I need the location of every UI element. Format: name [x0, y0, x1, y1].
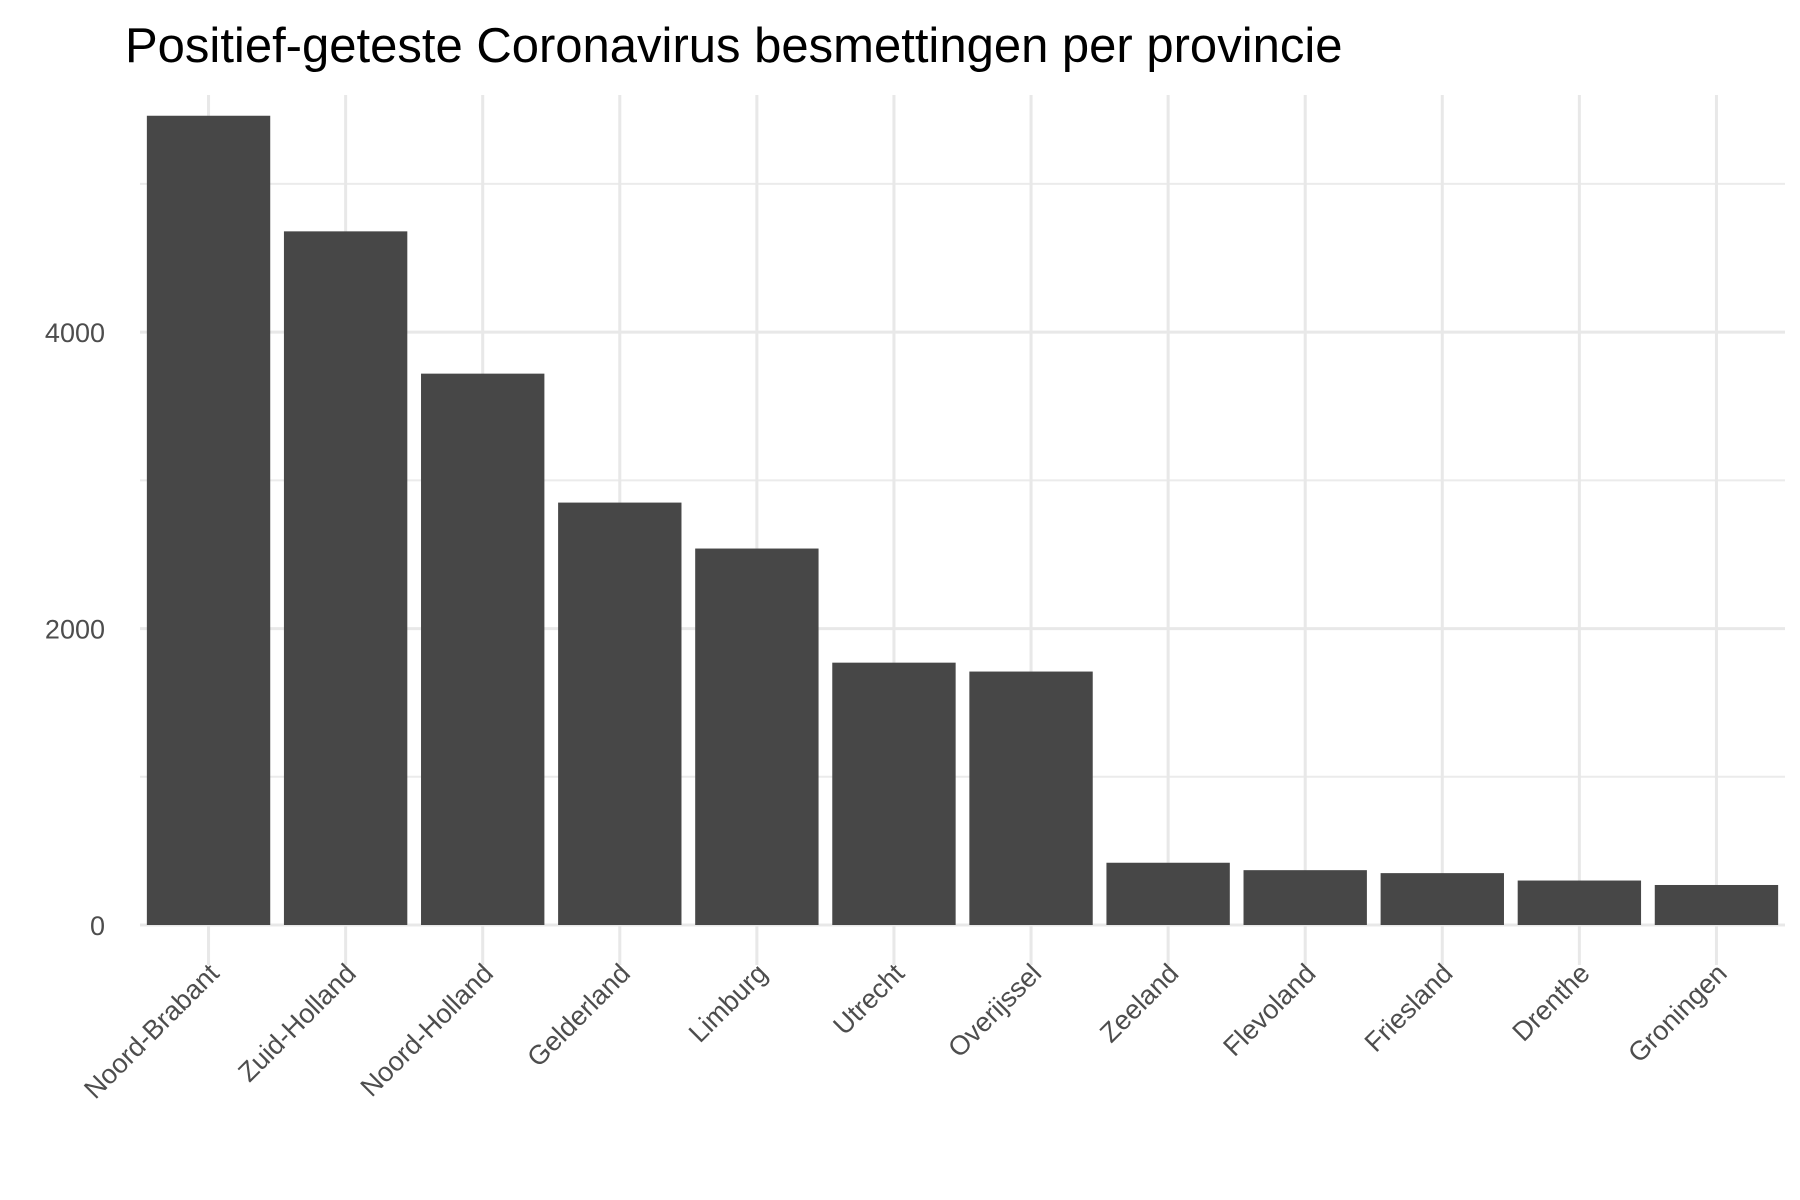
bar-zeeland — [1106, 862, 1230, 925]
bar-friesland — [1380, 873, 1504, 925]
x-tick-label: Friesland — [1359, 958, 1459, 1058]
bar-limburg — [695, 548, 819, 925]
y-axis-ticks: 0 2000 4000 — [45, 318, 105, 941]
bar-gelderland — [558, 502, 682, 925]
x-tick-label: Zuid-Holland — [232, 958, 361, 1087]
bar-noord-brabant — [146, 115, 271, 925]
x-tick-label: Utrecht — [827, 958, 910, 1041]
x-tick-label: Gelderland — [521, 958, 636, 1073]
x-tick-label: Drenthe — [1506, 958, 1595, 1047]
bars — [146, 115, 1779, 926]
x-tick-label: Groningen — [1622, 958, 1732, 1068]
chart-title: Positief-geteste Coronavirus besmettinge… — [125, 19, 1342, 73]
x-tick-label: Noord-Holland — [355, 958, 499, 1102]
bar-drenthe — [1517, 880, 1642, 925]
x-tick-label: Noord-Brabant — [78, 958, 225, 1105]
y-tick-label: 0 — [90, 911, 105, 941]
x-tick-label: Zeeland — [1094, 958, 1184, 1048]
grid — [140, 95, 1785, 965]
bar-overijssel — [969, 671, 1093, 925]
bar-utrecht — [832, 662, 956, 925]
x-tick-label: Flevoland — [1217, 958, 1321, 1062]
bar-groningen — [1654, 884, 1779, 925]
bar-noord-holland — [421, 373, 545, 926]
y-tick-label: 2000 — [45, 615, 105, 645]
x-tick-label: Limburg — [683, 958, 773, 1048]
y-tick-label: 4000 — [45, 318, 105, 348]
bar-flevoland — [1243, 870, 1367, 925]
x-tick-label: Overijssel — [942, 958, 1047, 1063]
bar-zuid-holland — [283, 231, 408, 925]
